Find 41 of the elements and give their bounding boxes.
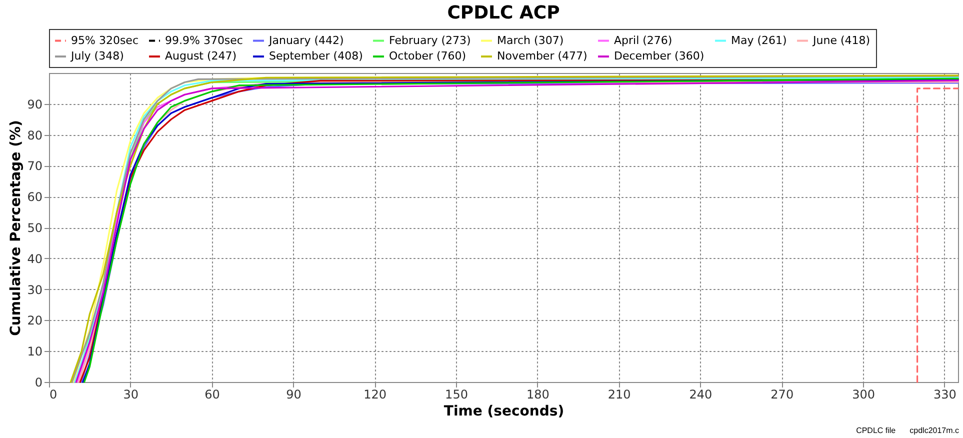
legend-label: February (273) <box>389 34 471 47</box>
x-tick-label: 90 <box>286 388 302 402</box>
y-tick-label: 0 <box>34 376 42 390</box>
x-tick-label: 330 <box>933 388 956 402</box>
x-tick-label: 60 <box>204 388 220 402</box>
legend-label: 95% 320sec <box>71 34 138 47</box>
y-tick-label: 70 <box>27 159 42 174</box>
legend-label: October (760) <box>389 50 466 62</box>
legend-label: September (408) <box>269 50 363 62</box>
x-axis-title: Time (seconds) <box>444 404 564 420</box>
y-tick-label: 10 <box>27 344 42 359</box>
x-tick-label: 180 <box>526 388 550 402</box>
x-tick-label: 0 <box>50 388 58 402</box>
legend-label: January (442) <box>268 34 344 47</box>
text: cpdlc2017m.c <box>910 426 959 435</box>
legend-label: 99.9% 370sec <box>165 34 243 47</box>
legend-label: June (418) <box>812 34 870 47</box>
x-tick-label: 150 <box>445 388 468 402</box>
y-tick-label: 20 <box>27 314 42 328</box>
x-tick-label: 30 <box>123 388 139 402</box>
y-tick-label: 30 <box>27 282 42 297</box>
x-tick-label: 300 <box>852 388 875 402</box>
y-tick-label: 80 <box>27 128 42 142</box>
legend-label: May (261) <box>731 34 787 47</box>
legend-label: April (276) <box>614 34 672 47</box>
x-tick-label: 240 <box>689 388 712 402</box>
chart-title: CPDLC ACP <box>447 2 560 24</box>
y-tick-label: 40 <box>27 252 42 266</box>
text: CPDLC file <box>856 426 896 435</box>
y-tick-label: 60 <box>27 190 42 204</box>
legend-label: March (307) <box>497 34 564 47</box>
legend-label: August (247) <box>165 50 237 62</box>
x-tick-label: 270 <box>770 388 794 402</box>
x-tick-label: 120 <box>364 388 387 402</box>
y-tick-label: 50 <box>27 221 42 235</box>
y-axis-title: Cumulative Percentage (%) <box>8 120 24 336</box>
y-tick-label: 90 <box>27 97 42 112</box>
x-tick-label: 210 <box>608 388 631 402</box>
legend-label: July (348) <box>70 50 124 62</box>
legend-label: November (477) <box>497 50 588 62</box>
legend-label: December (360) <box>614 50 704 62</box>
